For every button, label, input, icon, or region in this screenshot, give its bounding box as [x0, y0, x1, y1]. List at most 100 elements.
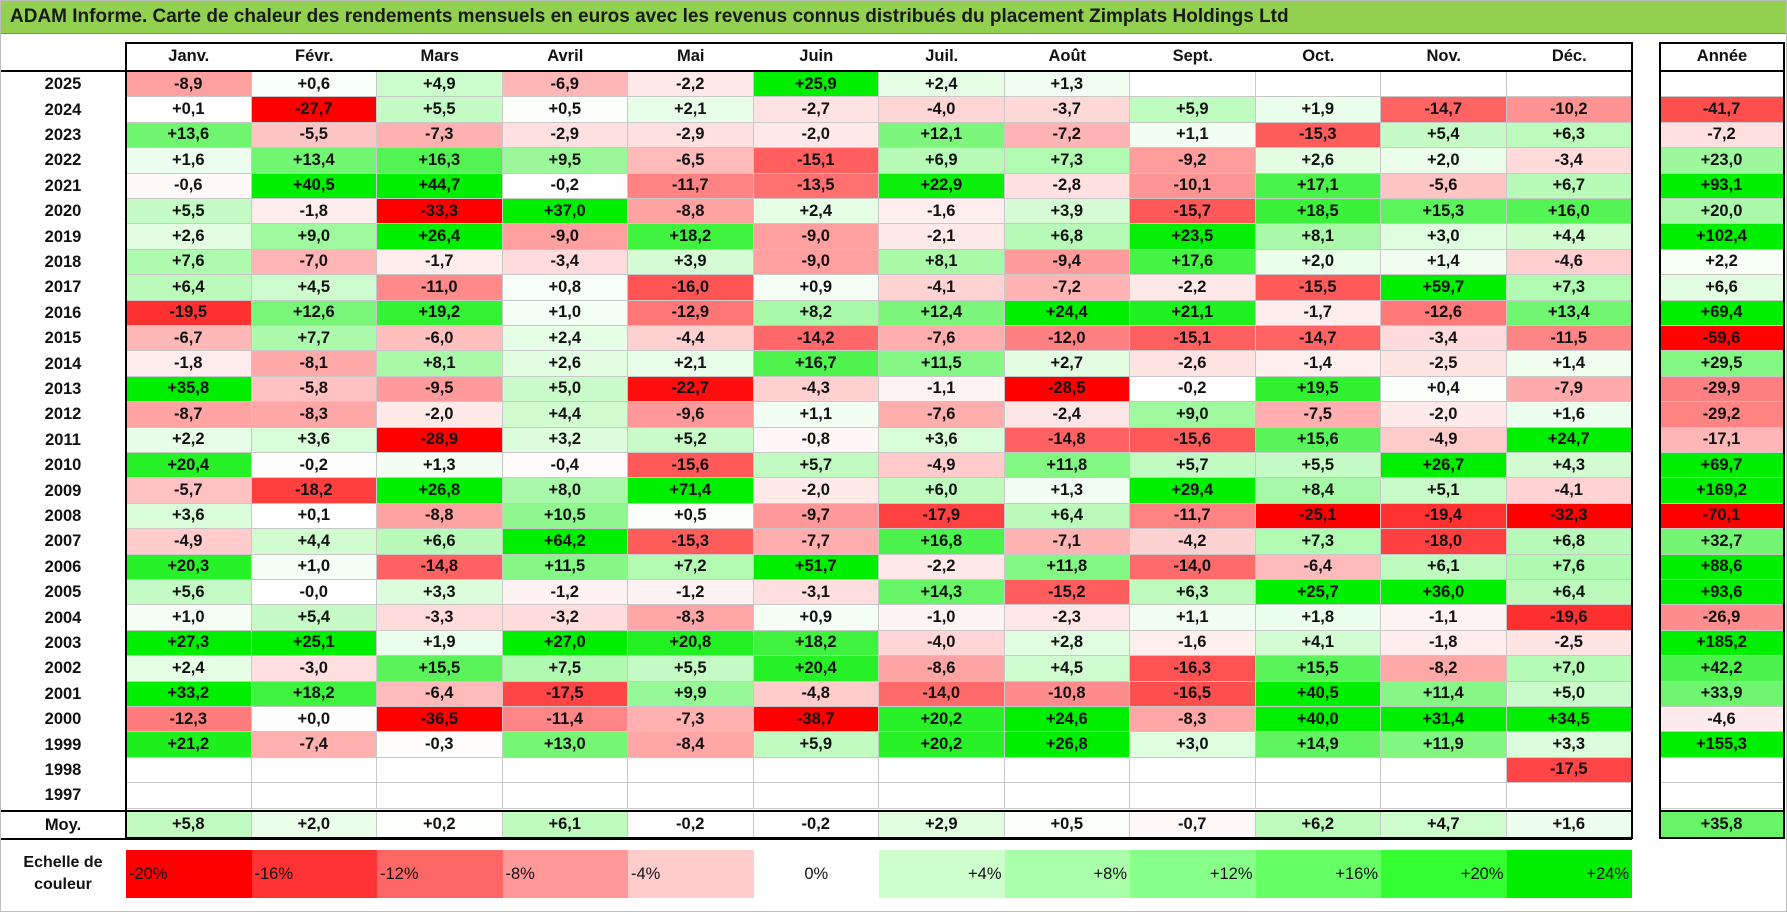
row-year-label: 2025 — [44, 75, 82, 94]
heatmap-cell: -4,0 — [879, 97, 1005, 123]
row-year-label: 2024 — [44, 100, 82, 119]
average-label: Moy. — [44, 815, 82, 834]
heatmap-cell: +1,6 — [1506, 402, 1632, 428]
heatmap-cell: +9,5 — [502, 148, 628, 174]
heatmap-cell: -7,7 — [753, 529, 879, 555]
heatmap-cell: +3,0 — [1381, 224, 1507, 250]
scale-swatch-label: +12% — [1209, 864, 1253, 883]
heatmap-cell: +0,6 — [251, 72, 377, 98]
heatmap-cell: +2,6 — [126, 224, 252, 250]
heatmap-cell: -11,5 — [1506, 326, 1632, 352]
heatmap-cell — [126, 757, 252, 784]
heatmap-cell: -1,1 — [1381, 605, 1507, 631]
heatmap-cell: -2,4 — [1004, 402, 1130, 428]
average-cell: +4,7 — [1381, 812, 1507, 838]
heatmap-cell: +5,7 — [1130, 453, 1256, 479]
row-year-label: 2000 — [44, 710, 82, 729]
heatmap-cell: +6,1 — [1381, 554, 1507, 580]
row-year-label: 2010 — [44, 456, 82, 475]
heatmap-cell: +3,0 — [1130, 732, 1256, 758]
heatmap-cell — [753, 757, 879, 784]
heatmap-cell: +2,8 — [1004, 630, 1130, 657]
heatmap-cell: +20,3 — [126, 554, 252, 580]
heatmap-cell — [753, 783, 879, 809]
heatmap-cell: +17,1 — [1255, 173, 1381, 199]
heatmap-cell: -8,9 — [126, 72, 252, 98]
row-year-label: 1997 — [44, 786, 82, 805]
heatmap-cell: -14,8 — [377, 554, 503, 580]
heatmap-cell: -1,7 — [377, 249, 503, 276]
heatmap-cell: -7,9 — [1506, 376, 1632, 403]
heatmap-cell — [1381, 783, 1507, 809]
heatmap-cell: +64,2 — [502, 529, 628, 555]
heatmap-cell: +5,2 — [628, 427, 754, 453]
heatmap-cell: -17,5 — [1506, 757, 1632, 784]
heatmap-cell: +5,9 — [753, 732, 879, 758]
heatmap-cell: +31,4 — [1381, 707, 1507, 733]
annual-cell: -4,6 — [1660, 707, 1784, 733]
heatmap-cell — [377, 757, 503, 784]
heatmap-cell: -0,2 — [502, 173, 628, 199]
heatmap-cell: +37,0 — [502, 199, 628, 225]
heatmap-cell: -3,1 — [753, 580, 879, 606]
heatmap-cell: +25,1 — [251, 630, 377, 657]
heatmap-cell: +4,9 — [377, 72, 503, 98]
row-year-label: 2013 — [44, 379, 82, 398]
heatmap-cell: -4,8 — [753, 681, 879, 707]
heatmap-cell: +51,7 — [753, 554, 879, 580]
heatmap-cell: +19,5 — [1255, 376, 1381, 403]
heatmap-cell: -2,9 — [502, 122, 628, 149]
scale-swatch-label: -4% — [631, 864, 661, 883]
heatmap-cell: -6,5 — [628, 148, 754, 174]
heatmap-cell: -3,0 — [251, 656, 377, 682]
row-year-label: 2004 — [44, 608, 82, 627]
scale-swatch: -8% — [502, 850, 628, 898]
heatmap-cell: +34,5 — [1506, 707, 1632, 733]
heatmap-cell: +5,0 — [1506, 681, 1632, 707]
heatmap-cell: -7,6 — [879, 402, 1005, 428]
heatmap-cell: -28,5 — [1004, 376, 1130, 403]
heatmap-cell: -0,4 — [502, 453, 628, 479]
heatmap-cell: -4,9 — [879, 453, 1005, 479]
heatmap-cell: +18,2 — [753, 630, 879, 657]
heatmap-cell: -16,5 — [1130, 681, 1256, 707]
heatmap-cell: +12,6 — [251, 300, 377, 326]
row-year-label: 2008 — [44, 506, 82, 525]
heatmap-cell: -7,1 — [1004, 529, 1130, 555]
heatmap-cell: +5,1 — [1381, 478, 1507, 504]
heatmap-cell: +2,0 — [1381, 148, 1507, 174]
heatmap-cell: -2,2 — [1130, 275, 1256, 301]
heatmap-cell: -0,6 — [126, 173, 252, 199]
heatmap-cell — [251, 757, 377, 784]
heatmap-cell: +5,4 — [1381, 122, 1507, 149]
heatmap-cell: +11,5 — [502, 554, 628, 580]
heatmap-cell: +5,5 — [377, 97, 503, 123]
row-year-label: 2022 — [44, 151, 82, 170]
heatmap-cell: -1,8 — [1381, 630, 1507, 657]
heatmap-cell: +0,1 — [126, 97, 252, 123]
heatmap-cell: -7,6 — [879, 326, 1005, 352]
heatmap-cell: -38,7 — [753, 707, 879, 733]
heatmap-cell: -12,6 — [1381, 300, 1507, 326]
heatmap-cell: +7,0 — [1506, 656, 1632, 682]
heatmap-cell: +9,0 — [1130, 402, 1256, 428]
heatmap-cell: +3,6 — [879, 427, 1005, 453]
heatmap-cell: +20,2 — [879, 732, 1005, 758]
heatmap-cell: +0,9 — [753, 275, 879, 301]
heatmap-cell: -13,5 — [753, 173, 879, 199]
heatmap-cell: -11,7 — [628, 173, 754, 199]
heatmap-cell — [1381, 72, 1507, 98]
annual-cell: -29,9 — [1660, 376, 1784, 403]
heatmap-cell: -9,0 — [753, 249, 879, 276]
heatmap-cell: -10,2 — [1506, 97, 1632, 123]
chart-title: ADAM Informe. Carte de chaleur des rende… — [10, 6, 1289, 27]
column-header: Nov. — [1426, 47, 1462, 65]
heatmap-cell: +1,3 — [1004, 72, 1130, 98]
heatmap-cell: -2,9 — [628, 122, 754, 149]
heatmap-cell: +3,3 — [1506, 732, 1632, 758]
heatmap-cell: -0,2 — [1130, 376, 1256, 403]
scale-label-line1: Echelle de — [23, 854, 103, 871]
heatmap-cell: -11,4 — [502, 707, 628, 733]
heatmap-cell: +1,1 — [753, 402, 879, 428]
heatmap-cell: +14,9 — [1255, 732, 1381, 758]
